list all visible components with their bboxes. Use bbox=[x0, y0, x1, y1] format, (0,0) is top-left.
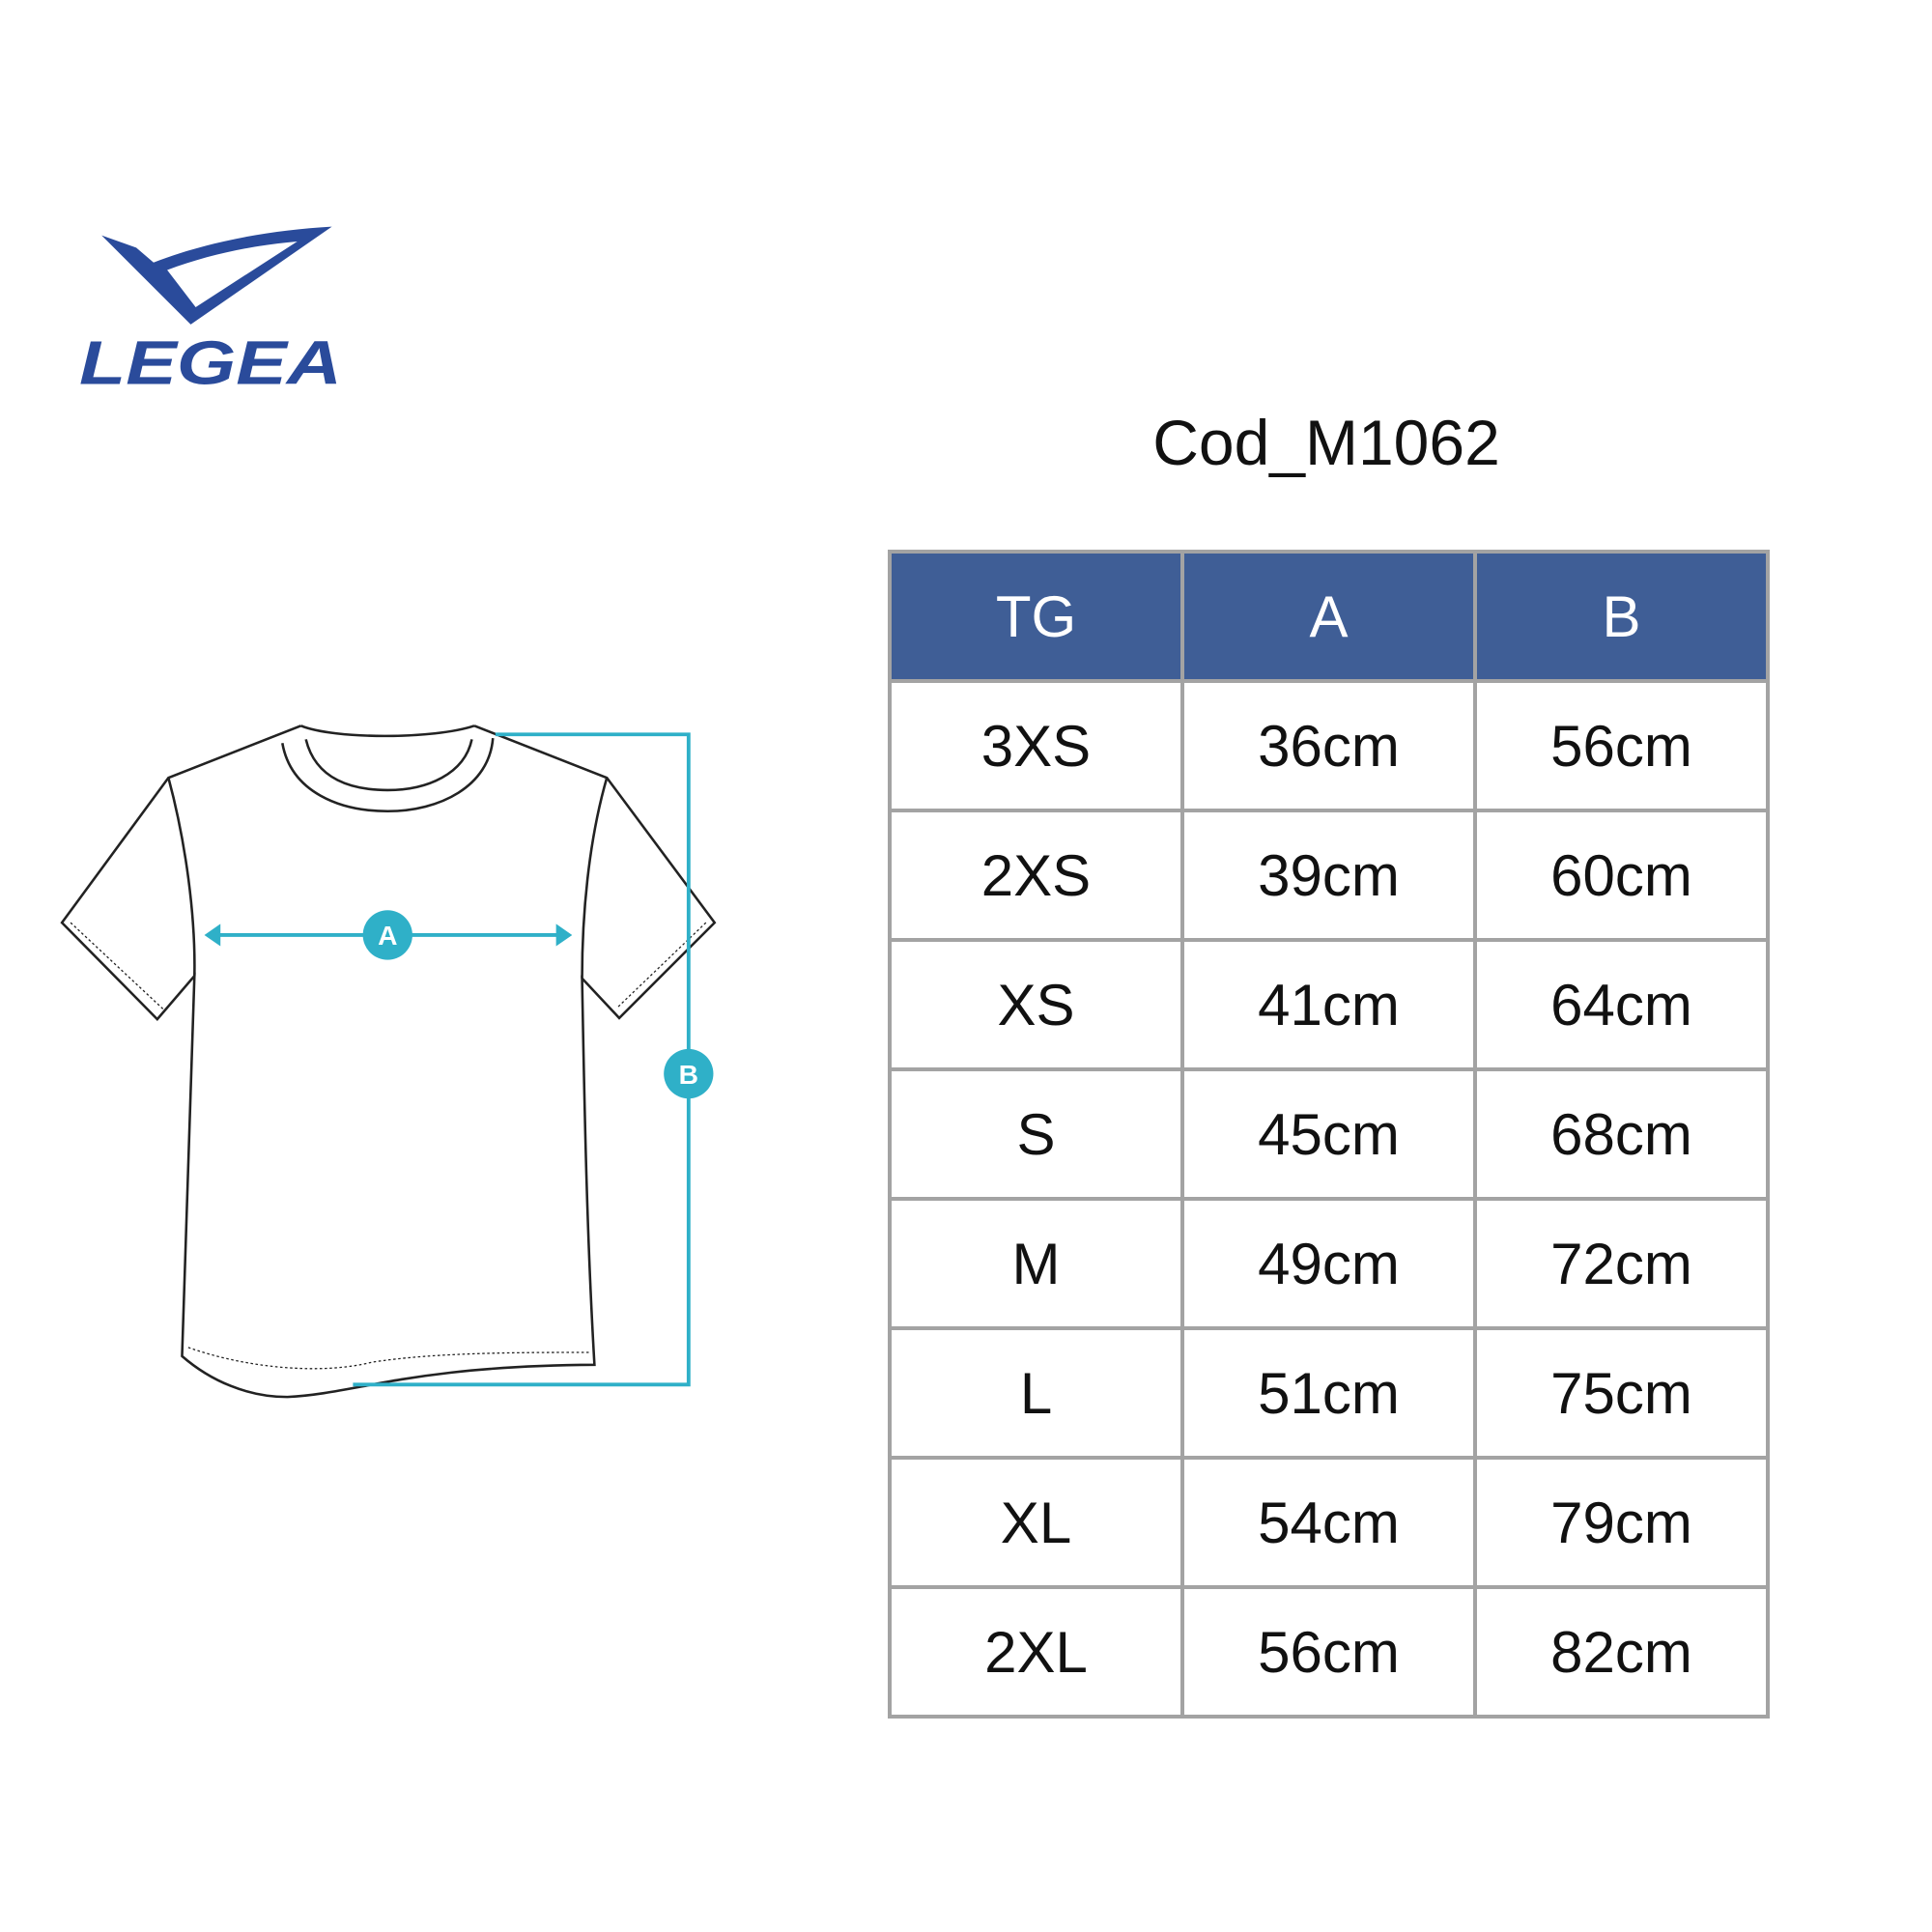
size-cell: S bbox=[888, 1067, 1184, 1201]
a-cell: 39cm bbox=[1180, 809, 1477, 942]
b-cell: 60cm bbox=[1473, 809, 1770, 942]
b-cell: 79cm bbox=[1473, 1456, 1770, 1589]
legea-logo: LEGEA bbox=[79, 226, 342, 397]
table-header-row: TG A B bbox=[888, 550, 1770, 683]
a-cell: 51cm bbox=[1180, 1326, 1477, 1460]
table-row: L 51cm 75cm bbox=[888, 1326, 1770, 1460]
table-row: XL 54cm 79cm bbox=[888, 1456, 1770, 1589]
size-cell: XS bbox=[888, 938, 1184, 1071]
measure-a: A bbox=[204, 910, 573, 960]
product-code-title: Cod_M1062 bbox=[1152, 407, 1500, 478]
a-cell: 41cm bbox=[1180, 938, 1477, 1071]
a-cell: 54cm bbox=[1180, 1456, 1477, 1589]
header-b: B bbox=[1473, 550, 1770, 683]
a-cell: 49cm bbox=[1180, 1197, 1477, 1330]
size-cell: 2XL bbox=[888, 1585, 1184, 1719]
b-cell: 56cm bbox=[1473, 679, 1770, 812]
tshirt-outline bbox=[60, 724, 717, 1399]
b-cell: 75cm bbox=[1473, 1326, 1770, 1460]
measure-b: B bbox=[353, 732, 714, 1387]
b-cell: 68cm bbox=[1473, 1067, 1770, 1201]
a-cell: 45cm bbox=[1180, 1067, 1477, 1201]
table-row: XS 41cm 64cm bbox=[888, 938, 1770, 1071]
size-cell: 3XS bbox=[888, 679, 1184, 812]
size-table: TG A B 3XS 36cm 56cm 2XS 39cm 60cm XS 41cm 64cm S… bbox=[888, 550, 1770, 1719]
b-cell: 72cm bbox=[1473, 1197, 1770, 1330]
header-a: A bbox=[1180, 550, 1477, 683]
table-row: 3XS 36cm 56cm bbox=[888, 679, 1770, 812]
table-row: M 49cm 72cm bbox=[888, 1197, 1770, 1330]
b-cell: 82cm bbox=[1473, 1585, 1770, 1719]
a-cell: 36cm bbox=[1180, 679, 1477, 812]
header-tg: TG bbox=[888, 550, 1184, 683]
size-cell: 2XS bbox=[888, 809, 1184, 942]
size-cell: XL bbox=[888, 1456, 1184, 1589]
svg-text:B: B bbox=[679, 1059, 698, 1090]
size-cell: L bbox=[888, 1326, 1184, 1460]
table-row: 2XS 39cm 60cm bbox=[888, 809, 1770, 942]
b-cell: 64cm bbox=[1473, 938, 1770, 1071]
size-cell: M bbox=[888, 1197, 1184, 1330]
logo-swoosh-icon bbox=[101, 226, 332, 325]
svg-text:A: A bbox=[378, 920, 397, 951]
logo-text: LEGEA bbox=[79, 327, 342, 397]
table-row: 2XL 56cm 82cm bbox=[888, 1585, 1770, 1719]
table-row: S 45cm 68cm bbox=[888, 1067, 1770, 1201]
a-cell: 56cm bbox=[1180, 1585, 1477, 1719]
